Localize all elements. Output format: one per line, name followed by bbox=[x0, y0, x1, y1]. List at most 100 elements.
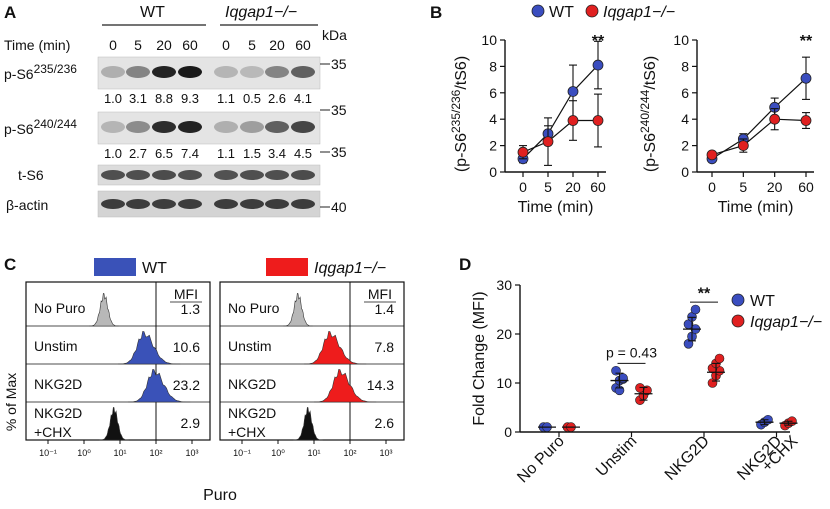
x-tick-label: 10⁻¹ bbox=[39, 448, 57, 458]
time-tick: 60 bbox=[295, 37, 311, 53]
histogram bbox=[118, 331, 181, 365]
mfi-value: 23.2 bbox=[173, 377, 200, 393]
blot-band bbox=[240, 121, 264, 133]
row-label: No Puro bbox=[228, 300, 280, 316]
series-line bbox=[522, 64, 599, 160]
y-tick-label: 20 bbox=[496, 326, 512, 342]
y-tick-label: 2 bbox=[489, 138, 497, 154]
histogram bbox=[283, 292, 313, 327]
x-tick-label: 10¹ bbox=[307, 448, 320, 458]
blot-band bbox=[214, 170, 238, 180]
p-value-annotation: p = 0.43 bbox=[606, 345, 657, 361]
quant-value: 4.1 bbox=[294, 91, 312, 106]
blot-band bbox=[178, 66, 202, 78]
row-label: No Puro bbox=[34, 300, 86, 316]
y-tick-label: 6 bbox=[489, 85, 497, 101]
row-label: NKG2D bbox=[228, 405, 276, 421]
blot-band bbox=[214, 199, 238, 209]
quant-value: 0.5 bbox=[243, 91, 261, 106]
y-axis-label: (p-S6235/236/tS6) bbox=[449, 56, 470, 172]
mfi-value: 1.4 bbox=[375, 301, 395, 317]
series-line bbox=[522, 119, 598, 153]
group-wt-label: WT bbox=[140, 4, 165, 21]
y-tick-label: 0 bbox=[681, 164, 689, 180]
blot-label-ts6: t-S6 bbox=[18, 167, 44, 183]
x-tick-label: 10⁰ bbox=[271, 448, 285, 458]
significance-mark: ** bbox=[698, 286, 711, 303]
quant-value: 1.1 bbox=[217, 146, 235, 161]
histogram bbox=[314, 369, 377, 403]
quant-value: 6.5 bbox=[155, 146, 173, 161]
time-tick: 20 bbox=[156, 37, 172, 53]
x-tick-label: 0 bbox=[708, 179, 716, 195]
quant-value: 9.3 bbox=[181, 91, 199, 106]
legend-b-wt: WT bbox=[549, 4, 574, 21]
blot-band bbox=[152, 121, 176, 133]
mfi-value: 1.3 bbox=[181, 301, 201, 317]
y-axis-label: (p-S6240/244/tS6) bbox=[638, 56, 659, 172]
legend-c-ko-swatch bbox=[266, 258, 308, 276]
quant-value: 8.8 bbox=[155, 91, 173, 106]
legend-c-wt: WT bbox=[142, 260, 167, 277]
quant-value: 2.6 bbox=[268, 91, 286, 106]
data-point bbox=[690, 304, 701, 315]
kda-ts6: 35 bbox=[331, 144, 347, 160]
blot-band bbox=[152, 170, 176, 180]
series-line bbox=[711, 77, 807, 160]
significance-mark: ** bbox=[592, 33, 605, 50]
data-point bbox=[714, 353, 725, 364]
mfi-value: 2.9 bbox=[181, 415, 201, 431]
y-tick-label: 4 bbox=[681, 111, 689, 127]
quant-value: 1.1 bbox=[217, 91, 235, 106]
quant-value: 3.4 bbox=[268, 146, 286, 161]
blot-label-actin: β-actin bbox=[6, 197, 48, 213]
data-point bbox=[737, 140, 749, 152]
blot-band bbox=[291, 121, 315, 133]
blot-band bbox=[126, 170, 150, 180]
y-tick-label: 2 bbox=[681, 138, 689, 154]
y-axis-label: Fold Change (MFI) bbox=[471, 291, 488, 425]
data-point bbox=[567, 115, 579, 126]
panel-c-letter: C bbox=[4, 255, 16, 274]
mfi-value: 7.8 bbox=[375, 339, 395, 355]
x-tick-label: 5 bbox=[739, 179, 747, 195]
row-label: +CHX bbox=[34, 424, 72, 440]
histogram bbox=[304, 331, 367, 365]
data-point bbox=[592, 115, 604, 126]
blot-band bbox=[214, 121, 238, 133]
y-tick-label: 30 bbox=[496, 277, 512, 293]
kda-label: kDa bbox=[322, 27, 347, 43]
legend-d-wt-marker bbox=[731, 293, 745, 307]
x-tick-label: 10⁻¹ bbox=[233, 448, 251, 458]
blot-band bbox=[291, 66, 315, 78]
x-tick-label: 60 bbox=[590, 179, 606, 195]
bands-p-s6-240 bbox=[101, 121, 315, 133]
histogram bbox=[128, 369, 191, 403]
time-tick: 0 bbox=[222, 37, 230, 53]
x-tick-label: 20 bbox=[767, 179, 783, 195]
legend-b-wt-marker bbox=[531, 4, 545, 18]
bands-beta-actin bbox=[101, 199, 315, 209]
panel-d: D WT Iqgap1−/− 0 10 20 30 Fold Change (MFI) N… bbox=[459, 255, 822, 486]
blot-label-p235: p-S6235/236 bbox=[4, 62, 77, 82]
flow-y-label: % of Max bbox=[3, 373, 19, 431]
bands-p-s6-235 bbox=[101, 66, 315, 78]
quant-value: 1.0 bbox=[104, 91, 122, 106]
data-point bbox=[517, 146, 529, 158]
significance-mark: ** bbox=[800, 33, 813, 50]
panel-b-letter: B bbox=[430, 3, 442, 22]
mfi-value: 10.6 bbox=[173, 339, 200, 355]
mfi-header: MFI bbox=[368, 286, 392, 302]
blot-band bbox=[178, 199, 202, 209]
time-tick: 60 bbox=[182, 37, 198, 53]
group-ko-label: Iqgap1−/− bbox=[225, 4, 297, 21]
x-axis-label: Time (min) bbox=[718, 199, 794, 216]
blot-band bbox=[126, 121, 150, 133]
blot-band bbox=[265, 121, 289, 133]
blot-band bbox=[126, 66, 150, 78]
y-tick-label: 8 bbox=[489, 58, 497, 74]
blot-band bbox=[101, 170, 125, 180]
